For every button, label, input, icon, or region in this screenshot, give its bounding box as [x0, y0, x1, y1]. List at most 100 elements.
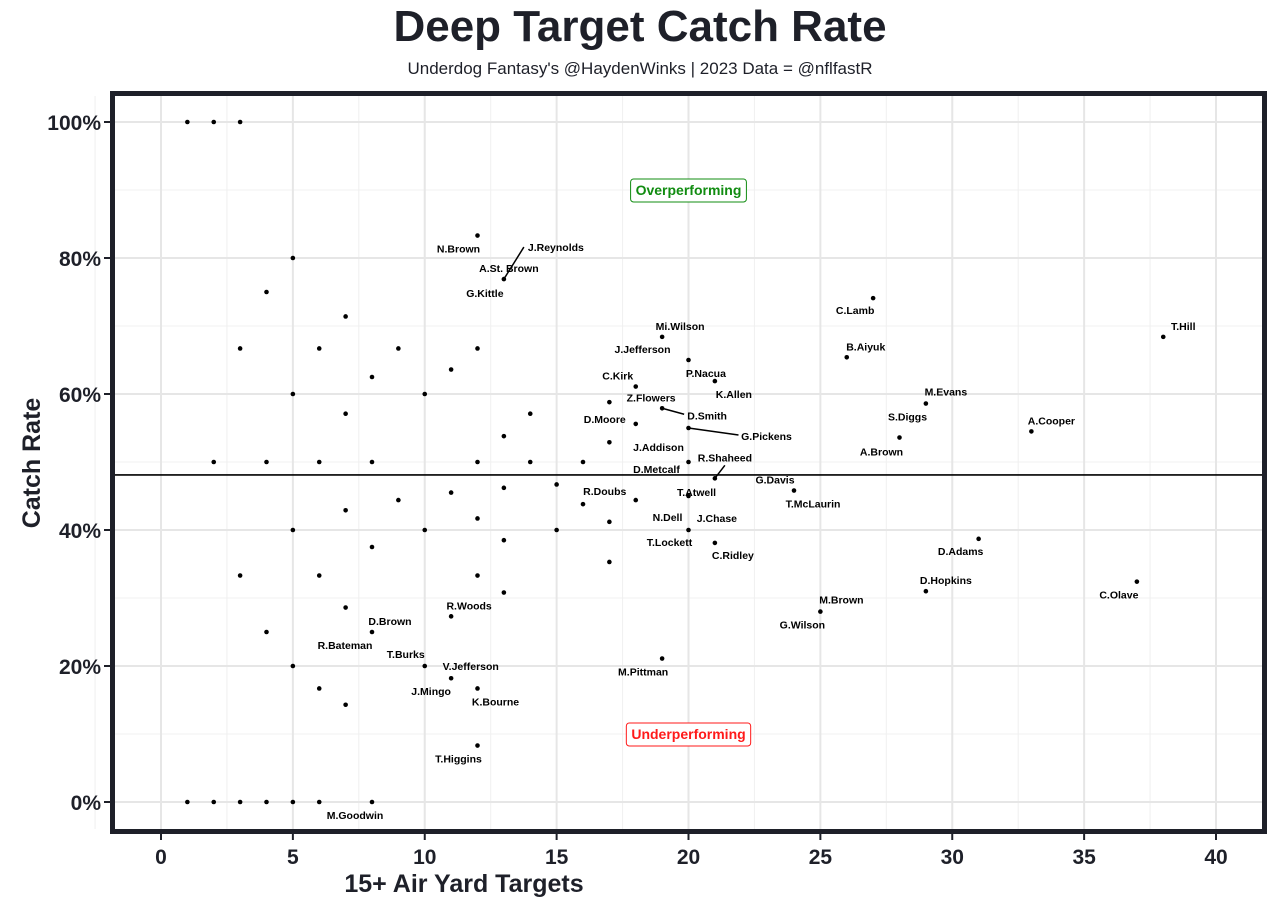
data-point [844, 354, 850, 360]
label-leader-line [661, 407, 685, 416]
data-point [422, 663, 428, 669]
annotation-box [630, 178, 747, 203]
data-point [264, 629, 269, 635]
data-point [475, 686, 480, 691]
x-tick-label: 20 [677, 846, 700, 869]
point-label: T.Higgins [435, 754, 482, 766]
data-point [791, 488, 797, 493]
data-point [316, 799, 322, 805]
data-point [580, 459, 586, 465]
data-point [211, 459, 217, 465]
point-label: R.Bateman [318, 640, 373, 652]
x-tick-label: 0 [155, 846, 167, 869]
point-label: C.Kirk [602, 371, 633, 383]
point-label: T.McLaurin [786, 499, 841, 511]
data-point [448, 490, 454, 495]
point-label: M.Evans [925, 387, 968, 399]
data-point [501, 537, 507, 543]
data-point [659, 656, 665, 661]
x-tick-label: 15 [545, 846, 569, 869]
data-point [290, 663, 296, 669]
annotation-label: Overperforming [636, 182, 742, 198]
data-point [343, 702, 348, 708]
point-label: V.Jefferson [443, 661, 499, 673]
point-label: D.Brown [368, 616, 411, 628]
annotations: Overperforming Underperforming [625, 178, 752, 747]
data-point [396, 497, 401, 503]
data-point [554, 527, 559, 533]
point-label: N.Dell [653, 512, 683, 524]
point-label: D.Moore [584, 414, 626, 426]
point-label: N.Brown [437, 244, 480, 256]
data-point [712, 476, 718, 481]
data-point [211, 799, 217, 805]
data-point [501, 433, 507, 439]
data-point [686, 493, 691, 499]
data-point [290, 255, 296, 261]
point-label: R.Shaheed [698, 452, 752, 464]
data-point [237, 799, 243, 805]
data-point [527, 411, 533, 417]
data-point [501, 276, 507, 282]
data-point [422, 527, 428, 533]
data-point [369, 374, 375, 380]
data-point [343, 605, 348, 610]
point-label: S.Diggs [888, 412, 927, 424]
point-label: M.Brown [819, 595, 863, 607]
point-label: R.Doubs [583, 486, 626, 498]
point-label: T.Lockett [647, 537, 693, 549]
point-label: B.Aiyuk [846, 341, 885, 353]
point-label: A.Brown [860, 447, 903, 459]
data-point [475, 516, 480, 521]
data-point [343, 314, 348, 319]
data-point [316, 573, 322, 578]
y-tick-label: 20% [59, 656, 101, 679]
point-label: C.Lamb [836, 305, 875, 317]
point-label: T.Atwell [677, 487, 716, 499]
y-tick-label: 40% [59, 520, 101, 543]
point-label: D.Metcalf [633, 464, 680, 476]
point-label: G.Davis [755, 475, 794, 487]
data-point [501, 590, 507, 595]
data-point [369, 629, 375, 635]
point-label: J.Chase [697, 513, 737, 525]
data-point [554, 482, 559, 487]
data-point [343, 507, 348, 513]
data-point [475, 346, 480, 351]
data-point [633, 384, 639, 389]
data-point [448, 614, 454, 619]
x-tick-label: 40 [1204, 846, 1227, 869]
point-label: K.Allen [716, 389, 752, 401]
point-label: M.Goodwin [327, 810, 384, 822]
point-label: M.Pittman [618, 667, 668, 679]
x-tick-label: 25 [809, 846, 833, 869]
point-label: T.Hill [1171, 321, 1196, 333]
point-label: J.Reynolds [528, 242, 584, 254]
annotation-label: Underperforming [631, 726, 745, 742]
point-label: Mi.Wilson [656, 321, 705, 333]
point-label: G.Wilson [780, 620, 825, 632]
chart-title: Deep Target Catch Rate [393, 2, 887, 51]
label-leader-line [503, 246, 525, 280]
data-point [290, 527, 296, 533]
point-label: J.Mingo [411, 686, 451, 698]
y-tick-label: 60% [59, 384, 101, 407]
point-label: D.Adams [938, 546, 984, 558]
data-point [580, 501, 586, 507]
x-tick-label: 10 [413, 846, 436, 869]
annotation-box [625, 722, 752, 747]
y-tick-label: 0% [71, 792, 102, 815]
data-point [422, 391, 428, 397]
point-label: P.Nacua [686, 368, 726, 380]
data-point [633, 497, 639, 503]
chart-subtitle: Underdog Fantasy's @HaydenWinks | 2023 D… [407, 59, 873, 78]
data-point [712, 378, 718, 384]
data-point [475, 459, 480, 465]
data-point [686, 459, 691, 465]
point-label: A.Cooper [1028, 415, 1075, 427]
point-label: C.Olave [1099, 590, 1138, 602]
data-point [185, 799, 190, 805]
data-point [527, 459, 533, 465]
data-point [316, 459, 322, 465]
